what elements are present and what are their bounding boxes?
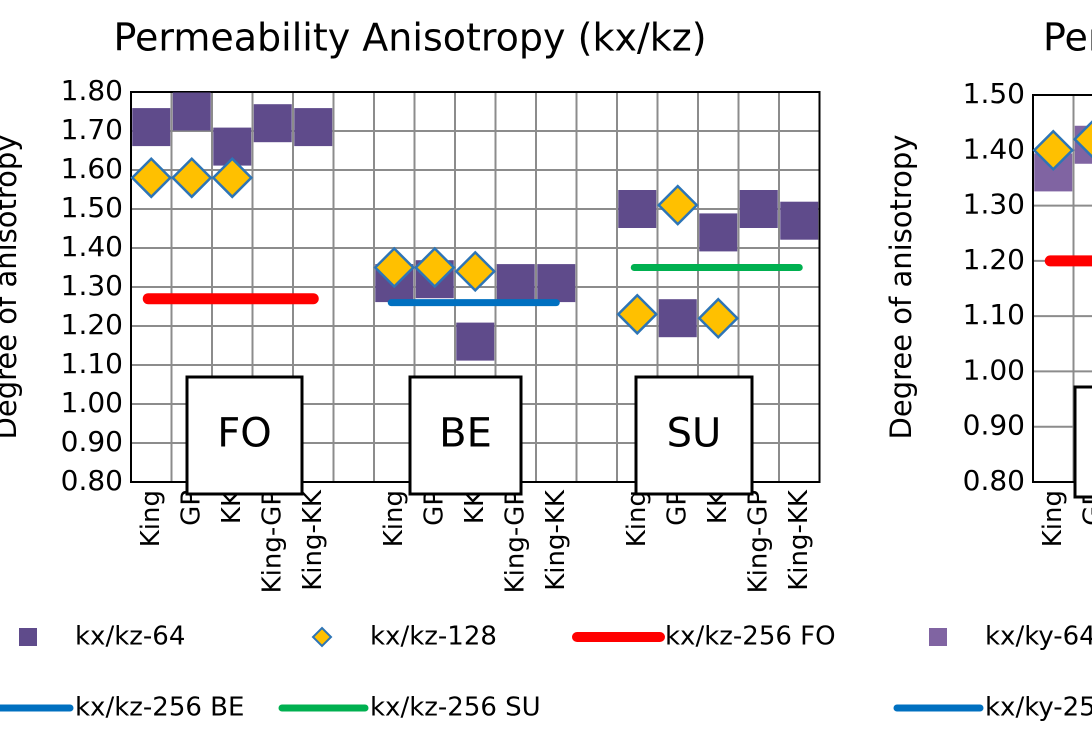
plot-frame (1032, 94, 1092, 483)
annotation-box (634, 375, 754, 496)
diamond-marker (454, 250, 497, 293)
legend-label: kx/kz-128 (370, 622, 497, 652)
square-marker (780, 201, 819, 240)
x-tick-label: GP (419, 490, 449, 526)
diamond-marker (1072, 120, 1092, 159)
square-marker (132, 108, 171, 147)
x-tick-label: King-KK (298, 489, 328, 591)
square-marker (253, 104, 292, 143)
square-marker (456, 322, 495, 361)
y-tick-label: 1.20 (963, 243, 1025, 276)
legend-symbol (311, 626, 333, 648)
y-tick-label: 1.40 (963, 132, 1025, 165)
x-tick-label: King (622, 490, 652, 547)
x-tick-label: King-KK (541, 489, 571, 591)
diamond-marker (697, 297, 740, 339)
square-marker (699, 213, 738, 252)
diamond-marker (170, 157, 213, 199)
diamond-marker (656, 184, 699, 226)
y-tick-label: 1.10 (61, 347, 123, 380)
y-axis-label: Degree of anisotropy (884, 135, 918, 440)
y-tick-label: 1.00 (61, 386, 123, 419)
legend-label: kx/ky-64 (985, 622, 1092, 652)
y-tick-label: 1.80 (61, 74, 123, 107)
square-marker (658, 299, 697, 338)
y-tick-label: 1.30 (61, 269, 123, 302)
x-tick-label: GP (662, 490, 692, 526)
square-marker (172, 92, 211, 131)
y-tick-label: 1.60 (61, 152, 123, 185)
square-marker (739, 190, 778, 228)
annotation: SU (667, 411, 722, 457)
y-tick-label: 1.20 (61, 308, 123, 341)
x-tick-label: GP (1078, 490, 1092, 526)
square-marker (537, 264, 576, 303)
y-tick-label: 1.50 (61, 191, 123, 224)
diamond-marker (130, 157, 173, 199)
legend-label: kx/kz-256 BE (75, 693, 244, 723)
y-tick-label: 1.40 (61, 230, 123, 263)
x-tick-label: King (1038, 490, 1068, 547)
chart-title: Permeability Anisotropy (kx/ky) (1043, 16, 1092, 60)
annotation-box (408, 375, 523, 496)
diamond-marker (1032, 129, 1075, 172)
legend-label: kx/kz-256 FO (665, 622, 836, 652)
y-tick-label: 0.80 (963, 464, 1025, 497)
legend-label: kx/kz-64 (75, 622, 185, 652)
legend-symbol (19, 628, 37, 646)
diamond-marker (616, 293, 659, 336)
y-tick-label: 1.50 (963, 77, 1025, 110)
annotation-box (1073, 385, 1092, 499)
chart-title: Permeability Anisotropy (kx/kz) (113, 16, 706, 60)
diamond-marker (211, 157, 254, 199)
y-tick-label: 1.70 (61, 113, 123, 146)
diamond-marker (413, 246, 456, 289)
y-tick-label: 1.10 (963, 298, 1025, 331)
diamond-marker (373, 246, 416, 289)
y-tick-label: 1.00 (963, 353, 1025, 386)
legend-label: kx/ky-256 BE (985, 693, 1092, 723)
x-tick-label: King (136, 490, 166, 547)
x-tick-label: King-GP (257, 490, 287, 593)
x-tick-label: GP (176, 490, 206, 526)
y-tick-label: 0.90 (963, 409, 1025, 442)
legend-label: kx/kz-256 SU (370, 693, 541, 723)
x-tick-label: King-KK (784, 489, 814, 591)
square-marker (496, 264, 535, 303)
y-tick-label: 1.30 (963, 188, 1025, 221)
legend-symbol (929, 628, 947, 646)
x-tick-label: King-GP (743, 490, 773, 593)
annotation: FO (217, 411, 272, 457)
x-tick-label: King-GP (500, 490, 530, 593)
square-marker (294, 108, 333, 147)
y-tick-label: 0.80 (61, 464, 123, 497)
annotation-box (185, 375, 304, 496)
square-marker (618, 190, 657, 228)
y-tick-label: 0.90 (61, 425, 123, 458)
x-tick-label: King (379, 490, 409, 547)
annotation: BE (439, 411, 492, 457)
y-axis-label: Degree of anisotropy (0, 135, 23, 440)
